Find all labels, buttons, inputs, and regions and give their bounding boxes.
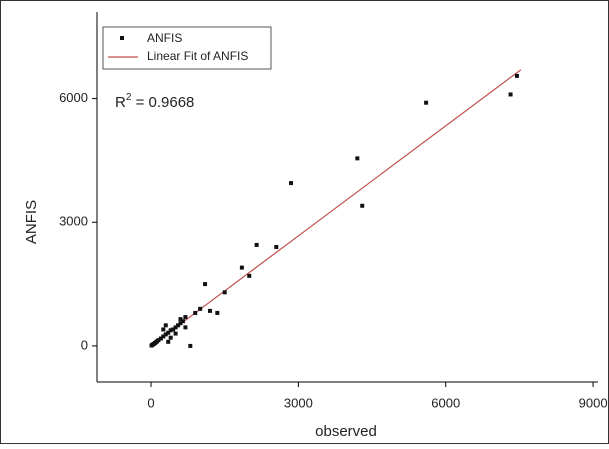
point bbox=[247, 273, 252, 278]
point bbox=[207, 308, 212, 313]
point bbox=[215, 310, 220, 315]
point bbox=[198, 306, 203, 311]
point bbox=[222, 290, 227, 295]
point bbox=[178, 321, 183, 326]
point bbox=[254, 242, 259, 247]
point bbox=[183, 325, 188, 330]
point bbox=[161, 327, 166, 332]
annotation: R2 = 0.9668 bbox=[115, 92, 194, 111]
point bbox=[168, 328, 173, 333]
point bbox=[173, 325, 178, 330]
point bbox=[180, 319, 185, 324]
point bbox=[193, 310, 198, 315]
point bbox=[161, 334, 166, 339]
point bbox=[239, 265, 244, 270]
point bbox=[149, 343, 154, 348]
point bbox=[168, 335, 173, 340]
point bbox=[178, 317, 183, 322]
x-tick-label: 0 bbox=[147, 395, 154, 410]
y-axis-label: ANFIS bbox=[23, 200, 40, 244]
x-tick-label: 3000 bbox=[284, 395, 313, 410]
y-tick-label: 6000 bbox=[59, 90, 88, 105]
legend-marker bbox=[120, 36, 124, 40]
point bbox=[514, 73, 519, 78]
y-tick-label: 0 bbox=[81, 337, 88, 352]
point bbox=[158, 336, 163, 341]
y-tick-label: 3000 bbox=[59, 214, 88, 229]
point bbox=[355, 156, 360, 161]
x-axis-label: observed bbox=[315, 423, 377, 440]
point bbox=[188, 343, 193, 348]
x-tick-label: 6000 bbox=[431, 395, 460, 410]
point bbox=[171, 327, 176, 332]
point bbox=[166, 339, 171, 344]
point bbox=[176, 323, 181, 328]
point bbox=[163, 323, 168, 328]
legend-label: Linear Fit of ANFIS bbox=[147, 49, 248, 63]
legend-label: ANFIS bbox=[147, 31, 182, 45]
point bbox=[163, 332, 168, 337]
point bbox=[289, 181, 294, 186]
point bbox=[183, 315, 188, 320]
point bbox=[508, 92, 513, 97]
fit-line bbox=[150, 69, 522, 347]
point bbox=[173, 331, 178, 336]
x-tick-label: 9000 bbox=[579, 395, 608, 410]
point bbox=[274, 244, 279, 249]
point bbox=[166, 330, 171, 335]
point bbox=[424, 100, 429, 105]
point bbox=[203, 282, 208, 287]
legend bbox=[102, 26, 272, 70]
point bbox=[360, 203, 365, 208]
